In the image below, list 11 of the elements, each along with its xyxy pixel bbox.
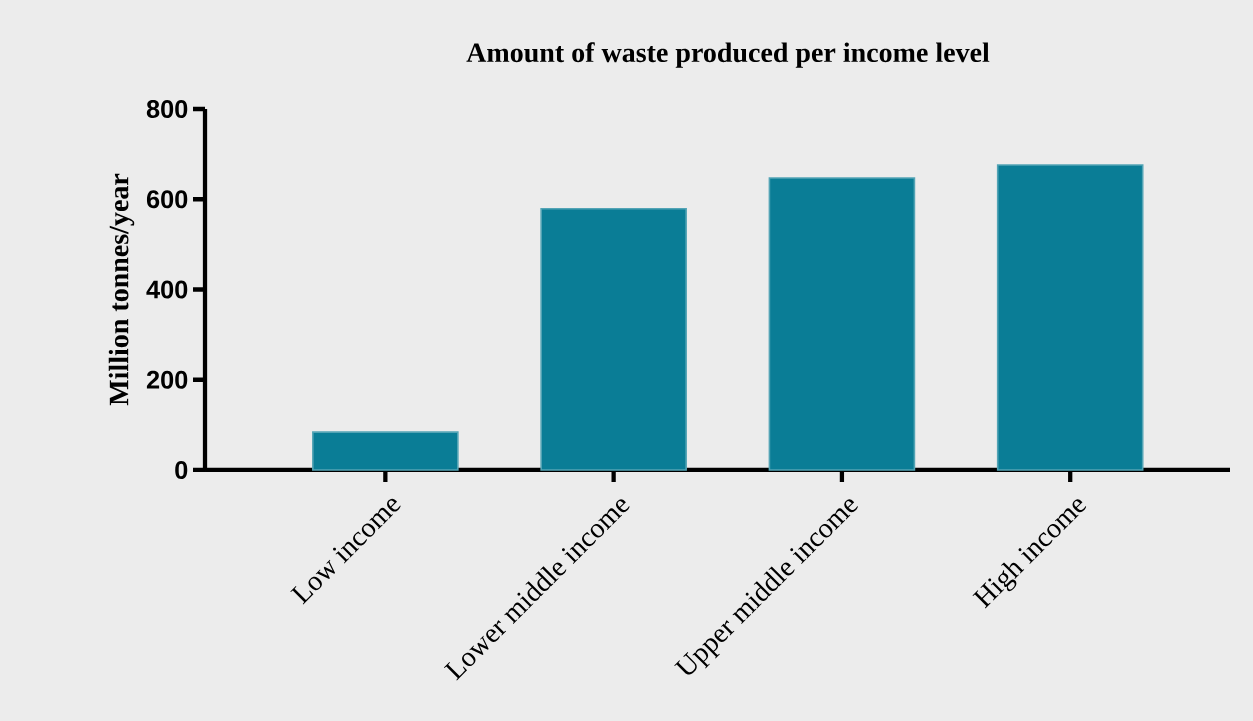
bar xyxy=(768,177,916,471)
y-tick-label: 800 xyxy=(146,100,188,118)
y-tick-label: 200 xyxy=(146,370,188,389)
y-tick-label: 400 xyxy=(146,280,188,299)
y-tick-label: 600 xyxy=(146,190,188,209)
bar xyxy=(540,207,687,471)
bar xyxy=(996,164,1144,471)
y-axis-title: Million tonnes/year xyxy=(108,173,135,406)
chart-title: Amount of waste produced per income level xyxy=(466,42,990,68)
y-tick-label: 0 xyxy=(175,461,188,479)
bar xyxy=(312,431,459,471)
